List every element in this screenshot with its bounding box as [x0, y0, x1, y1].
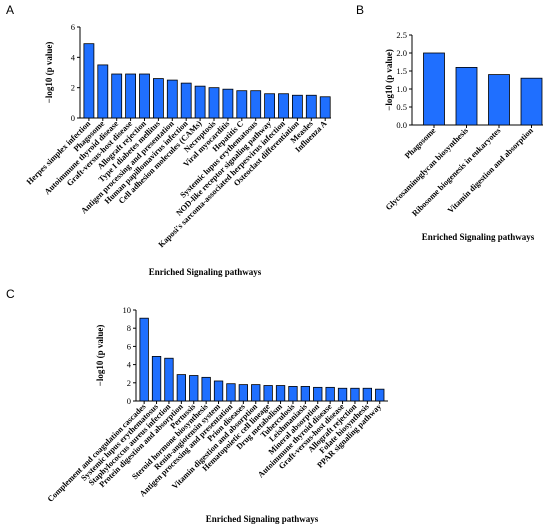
bar-c — [350, 387, 360, 402]
bar-c — [275, 385, 286, 402]
panel-letter-c: C — [6, 287, 15, 301]
y-tick-label-b: 2.0 — [396, 48, 407, 58]
bar-c — [201, 376, 211, 402]
bar-c — [263, 385, 273, 402]
bar-a — [236, 90, 248, 119]
x-axis-label-b: Enriched Signaling pathways — [422, 232, 535, 242]
category-label-b: Phagosome — [403, 126, 438, 161]
y-tick-label-b: 2.5 — [396, 30, 407, 40]
bar-c — [176, 374, 187, 402]
bar-a — [291, 94, 303, 119]
panel-letter-b: B — [356, 3, 364, 17]
y-tick-label-c: 2 — [127, 378, 131, 388]
chart-b: 0.0 0.5 1.0 1.5 2.0 2.5−log10 (p value) Phagos… — [384, 30, 543, 242]
bar-a — [222, 88, 234, 119]
bar-a — [278, 93, 289, 119]
bar-c — [189, 375, 199, 402]
bar-a — [166, 79, 178, 119]
bar-a — [194, 85, 206, 119]
bar-c — [362, 387, 373, 402]
bar-a — [152, 78, 164, 119]
bar-c — [313, 386, 323, 402]
y-tick-label-b: 0.0 — [396, 120, 407, 130]
y-axis-label-c: −log10 (p value) — [95, 325, 105, 387]
y-tick-label-c: 10 — [123, 305, 132, 315]
y-tick-label-a: 2 — [71, 83, 75, 93]
bar-c — [325, 386, 335, 402]
bar-a — [97, 64, 109, 119]
y-axis-label-a: −log10 (p value) — [44, 42, 54, 104]
bar-a — [319, 96, 331, 119]
bar-c — [300, 386, 311, 402]
y-tick-label-b: 1.5 — [396, 66, 407, 76]
bar-a — [250, 90, 262, 119]
panel-letter-a: A — [6, 3, 14, 17]
y-tick-label-a: 0 — [71, 113, 75, 123]
bar-b — [520, 77, 543, 126]
y-tick-label-a: 6 — [71, 22, 75, 32]
y-tick-label-b: 1.0 — [396, 84, 407, 94]
bar-c — [164, 357, 174, 402]
bar-c — [139, 317, 149, 402]
bar-a — [208, 87, 220, 119]
y-tick-label-c: 0 — [127, 396, 131, 406]
y-axis-label-b: −log10 (p value) — [384, 49, 394, 111]
bar-a — [111, 73, 123, 119]
x-axis-label-a: Enriched Signaling pathways — [149, 267, 262, 277]
bar-c — [213, 380, 224, 402]
bar-c — [238, 384, 249, 402]
y-tick-label-c: 6 — [127, 341, 131, 351]
y-tick-label-c: 4 — [127, 360, 132, 370]
bar-b — [488, 74, 510, 126]
bar-a — [125, 73, 136, 119]
bar-a — [180, 82, 192, 119]
bar-a — [139, 73, 150, 119]
y-tick-label-a: 4 — [71, 52, 76, 62]
y-tick-label-c: 8 — [127, 323, 131, 333]
bar-c — [226, 383, 236, 402]
bar-c — [151, 356, 162, 402]
bar-b — [423, 52, 445, 126]
x-axis-label-c: Enriched Signaling pathways — [206, 514, 319, 524]
y-tick-label-b: 0.5 — [396, 102, 407, 112]
bar-a — [264, 93, 276, 119]
bar-a — [83, 43, 95, 119]
bar-a — [305, 94, 317, 119]
bar-b — [455, 67, 478, 126]
bar-c — [251, 384, 261, 402]
bar-c — [375, 388, 385, 402]
bar-c — [288, 386, 298, 402]
bar-c — [337, 387, 348, 402]
